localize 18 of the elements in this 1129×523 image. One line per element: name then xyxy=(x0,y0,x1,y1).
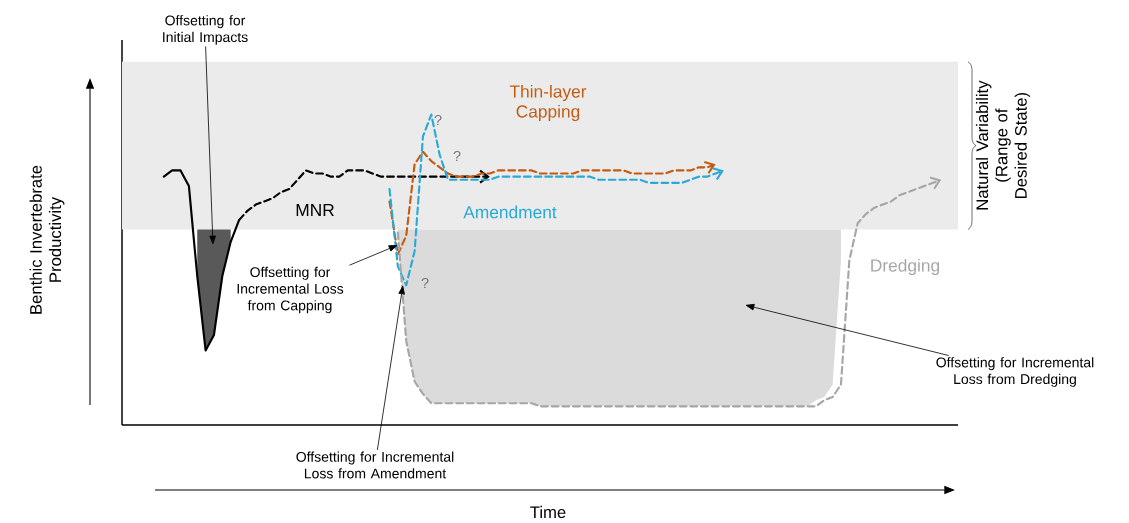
band-label: Natural Variability (Range of Desired State) xyxy=(975,80,1031,210)
annotation: ? xyxy=(453,150,461,162)
series-label: Dredging xyxy=(871,258,940,276)
x-axis-title: Time xyxy=(530,505,566,519)
point xyxy=(711,167,724,181)
series-label: MNR xyxy=(296,204,334,216)
text: Offsetting for Initial Impacts xyxy=(163,15,248,45)
text: Thin-layer Capping xyxy=(509,84,587,122)
point xyxy=(928,176,941,190)
point xyxy=(703,160,715,175)
annotation: ? xyxy=(421,277,429,289)
series-label: Amendment xyxy=(463,205,557,219)
annotation: ? xyxy=(434,114,442,126)
text: Offsetting for Incremental Loss from Amendment xyxy=(296,451,454,479)
point xyxy=(479,169,490,184)
annotation: Offsetting for Incremental Loss from Capping xyxy=(237,266,344,314)
annotation: Offsetting for Incremental Loss from Dredging xyxy=(936,357,1094,387)
y-axis-title: Benthic Invertebrate Productivity xyxy=(29,165,65,314)
